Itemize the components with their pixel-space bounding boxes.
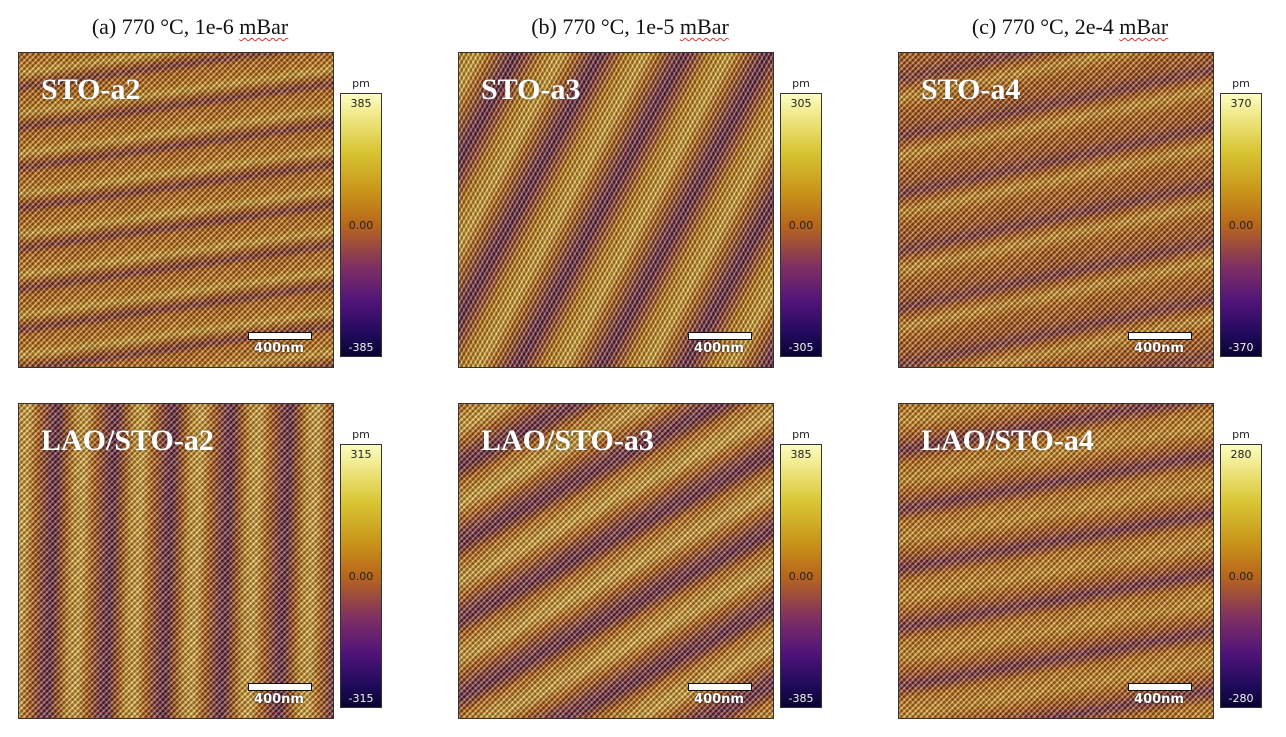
colorbar-mid: 0.00 — [788, 570, 814, 583]
afm-image-sto-a4: STO-a4 400nm — [898, 52, 1214, 368]
colorbar — [780, 93, 822, 357]
colorbar-max: 370 — [1230, 97, 1252, 110]
colorbar-unit: pm — [352, 77, 370, 90]
scale-bar — [688, 683, 752, 691]
scale-bar-label: 400nm — [254, 341, 304, 356]
scale-bar-label: 400nm — [694, 692, 744, 707]
colorbar-unit: pm — [1232, 428, 1250, 441]
sample-label: STO-a2 — [41, 73, 141, 106]
afm-image-lao-sto-a3: LAO/STO-a3 400nm — [458, 403, 774, 719]
scale-bar-label: 400nm — [1134, 341, 1184, 356]
scale-bar — [1128, 332, 1192, 340]
sample-label: LAO/STO-a2 — [41, 424, 214, 457]
column-title-b: (b) 770 °C, 1e-5 mBar — [531, 14, 729, 39]
colorbar-min: -370 — [1228, 341, 1254, 354]
colorbar-mid: 0.00 — [788, 219, 814, 232]
colorbar-max: 280 — [1230, 448, 1252, 461]
colorbar-max: 315 — [350, 448, 372, 461]
afm-image-sto-a3: STO-a3 400nm — [458, 52, 774, 368]
sample-label: LAO/STO-a3 — [481, 424, 654, 457]
scale-bar-label: 400nm — [694, 341, 744, 356]
colorbar-max: 305 — [790, 97, 812, 110]
colorbar — [1220, 444, 1262, 708]
colorbar-mid: 0.00 — [1228, 570, 1254, 583]
colorbar — [340, 444, 382, 708]
colorbar-unit: pm — [1232, 77, 1250, 90]
column-title-a: (a) 770 °C, 1e-6 mBar — [91, 14, 289, 39]
scale-bar-label: 400nm — [254, 692, 304, 707]
sample-label: LAO/STO-a4 — [921, 424, 1094, 457]
colorbar-max: 385 — [790, 448, 812, 461]
colorbar-max: 385 — [350, 97, 372, 110]
colorbar — [780, 444, 822, 708]
afm-image-sto-a2: STO-a2 400nm — [18, 52, 334, 368]
sample-label: STO-a4 — [921, 73, 1021, 106]
colorbar-min: -315 — [348, 692, 374, 705]
colorbar-unit: pm — [792, 428, 810, 441]
colorbar-mid: 0.00 — [348, 570, 374, 583]
scale-bar — [248, 683, 312, 691]
scale-bar — [1128, 683, 1192, 691]
colorbar-unit: pm — [352, 428, 370, 441]
colorbar — [340, 93, 382, 357]
colorbar-min: -305 — [788, 341, 814, 354]
afm-image-lao-sto-a2: LAO/STO-a2 400nm — [18, 403, 334, 719]
colorbar-min: -385 — [348, 341, 374, 354]
colorbar-unit: pm — [792, 77, 810, 90]
colorbar-min: -280 — [1228, 692, 1254, 705]
colorbar — [1220, 93, 1262, 357]
scale-bar-label: 400nm — [1134, 692, 1184, 707]
afm-image-lao-sto-a4: LAO/STO-a4 400nm — [898, 403, 1214, 719]
column-title-c: (c) 770 °C, 2e-4 mBar — [971, 14, 1169, 39]
colorbar-mid: 0.00 — [348, 219, 374, 232]
scale-bar — [248, 332, 312, 340]
colorbar-min: -385 — [788, 692, 814, 705]
sample-label: STO-a3 — [481, 73, 581, 106]
colorbar-mid: 0.00 — [1228, 219, 1254, 232]
scale-bar — [688, 332, 752, 340]
